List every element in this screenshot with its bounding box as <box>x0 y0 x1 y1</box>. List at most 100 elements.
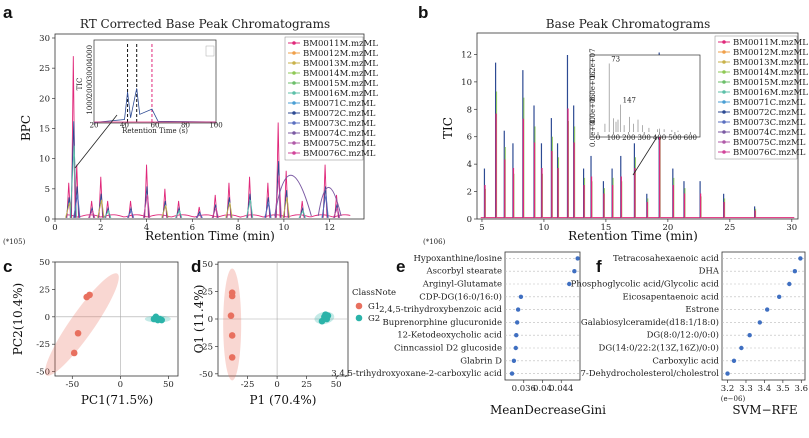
x-tick-label: 0 <box>118 380 123 390</box>
x-tick-label: 5 <box>479 223 484 233</box>
chart-a-title: RT Corrected Base Peak Chromatograms <box>80 17 330 31</box>
chart-a-ylabel: BPC <box>19 115 33 141</box>
row-point <box>725 371 730 376</box>
y-tick-label: 6 <box>467 133 472 143</box>
y-tick-label: 8 <box>467 105 472 115</box>
chart-e-rows: Hypoxanthine/losine Ascorbyl stearate Argi… <box>331 254 580 379</box>
inset-x-tick-label: 80 <box>181 122 190 130</box>
row-point <box>787 281 792 287</box>
chart-a-peak <box>126 209 135 219</box>
y-tick-label: 25 <box>39 285 50 295</box>
chart-a-baseline <box>65 214 351 218</box>
legend-swatch-marker <box>722 80 726 84</box>
legend-label: BM0012M.mzML <box>733 48 808 58</box>
legend-label: BM0015M.mzML <box>733 78 808 88</box>
inset-x-tick-label: 60 <box>151 122 160 130</box>
panel-f: f SVM−RFE (e−06) Tetracosahexaenoic acid… <box>571 251 808 417</box>
row-label: Carboxylic acid <box>652 356 719 366</box>
legend-label: BM0071C.mzML <box>303 99 376 109</box>
chart-a-peak <box>264 202 272 218</box>
chart-a-legend: BM0011M.mzMLBM0012M.mzMLBM0013M.mzMLBM00… <box>284 36 378 161</box>
row-point <box>515 307 521 312</box>
x-tick-label: 3.6 <box>795 384 809 394</box>
row-label: 7-Dehydrocholesterol/cholestrol <box>581 369 720 379</box>
x-tick-label: 50 <box>163 380 174 390</box>
chart-b-title: Base Peak Chromatograms <box>546 17 710 31</box>
row-label: 2,4,5-trihydroxybenzoic acid <box>379 305 502 315</box>
y-tick-label: -50 <box>199 370 213 380</box>
chart-a-peak <box>282 197 290 218</box>
chart-a-yscale-note: (*105) <box>3 238 26 246</box>
chart-a-hump <box>317 186 342 217</box>
panel-label-b: b <box>418 3 428 22</box>
chart-d-legend-g1-swatch <box>355 302 363 310</box>
chart-d-legend: ClassNote G1 G2 <box>352 288 396 324</box>
chart-a-peak <box>245 199 254 218</box>
inset-x-tick-label: 100 <box>607 134 620 142</box>
legend-swatch-marker <box>292 131 296 135</box>
legend-swatch-marker <box>722 70 726 74</box>
row-label: Hypoxanthine/losine <box>413 254 502 264</box>
legend-swatch-marker <box>722 60 726 64</box>
chart-d-axes: -25 0 25 50 -50 -25 0 25 50 <box>199 260 348 390</box>
row-point <box>757 320 763 325</box>
legend-label: BM0072C.mzML <box>733 108 806 118</box>
legend-swatch-marker <box>722 110 726 114</box>
chart-a-yaxis: 0 5 10 15 20 25 30 <box>39 34 55 225</box>
panel-b: b Base Peak Chromatograms TIC Retention … <box>418 3 808 246</box>
y-tick-label: 10 <box>39 155 50 165</box>
legend-swatch-marker <box>292 121 296 125</box>
scatter-point-g1 <box>227 312 235 320</box>
row-label: DHA <box>699 267 720 277</box>
y-tick-label: 25 <box>39 64 50 74</box>
chart-f-xaxis: 3.2 3.3 3.4 3.5 3.6 <box>721 380 808 394</box>
row-label: Tetracosahexaenoic acid <box>613 254 720 264</box>
y-tick-label: 50 <box>39 258 50 268</box>
chart-a-xlabel: Retention Time (min) <box>145 229 275 243</box>
legend-swatch-marker <box>722 150 726 154</box>
inset-y-tick-label: 3000 <box>86 62 94 80</box>
x-tick-label: 2 <box>98 223 103 233</box>
legend-swatch-marker <box>292 111 296 115</box>
chart-d-points <box>227 289 332 361</box>
y-tick-label: 25 <box>202 288 213 298</box>
row-label: Cinncassiol D2 glucoside <box>394 344 502 354</box>
legend-label: BM0074C.mzML <box>303 129 376 139</box>
inset-annotation: 73 <box>611 55 620 63</box>
legend-label: BM0076C.mzML <box>303 149 376 159</box>
legend-label: BM0072C.mzML <box>303 109 376 119</box>
row-label: Galabiosylceramide(d18:1/18:0) <box>581 317 719 328</box>
inset-x-tick-label: 200 <box>622 134 635 142</box>
chart-a-xaxis: 0 2 4 6 8 10 12 <box>52 219 335 233</box>
chart-a-peak <box>274 175 282 218</box>
x-tick-label: 30 <box>786 223 797 233</box>
chart-b-inset-frame <box>589 54 701 138</box>
row-point <box>572 269 577 274</box>
legend-label: BM0073C.mzML <box>733 118 806 128</box>
chart-c-points <box>70 291 165 357</box>
row-point <box>798 256 803 261</box>
x-tick-label: 3.5 <box>776 384 790 394</box>
x-tick-label: 3.2 <box>721 384 735 394</box>
y-tick-label: 12 <box>461 50 472 60</box>
inset-y-tick-label: 1.2e+07 <box>589 48 597 78</box>
chart-c-plot-frame <box>54 261 179 377</box>
chart-b-ylabel: TIC <box>441 117 455 139</box>
scatter-point-g1 <box>228 292 236 300</box>
legend-swatch-marker <box>292 51 296 55</box>
y-tick-label: -50 <box>36 368 50 378</box>
chart-a-peak <box>142 194 151 218</box>
row-point <box>511 358 517 363</box>
x-tick-label: 50 <box>331 380 342 390</box>
y-tick-label: -25 <box>199 342 213 352</box>
inset-trace <box>93 88 217 123</box>
panel-c: c PC2(10.4%) PC1(71.5%) -50 0 50 -50 -25 0 25 5… <box>3 257 179 407</box>
legend-swatch-marker <box>722 90 726 94</box>
y-tick-label: -25 <box>36 340 50 350</box>
y-tick-label: 0 <box>45 215 50 225</box>
row-label: Buprenorphine glucuronide <box>383 318 502 328</box>
inset-x-tick-label: 100 <box>209 122 222 130</box>
row-point <box>792 269 798 274</box>
y-tick-label: 15 <box>39 125 50 135</box>
row-point <box>575 256 580 261</box>
